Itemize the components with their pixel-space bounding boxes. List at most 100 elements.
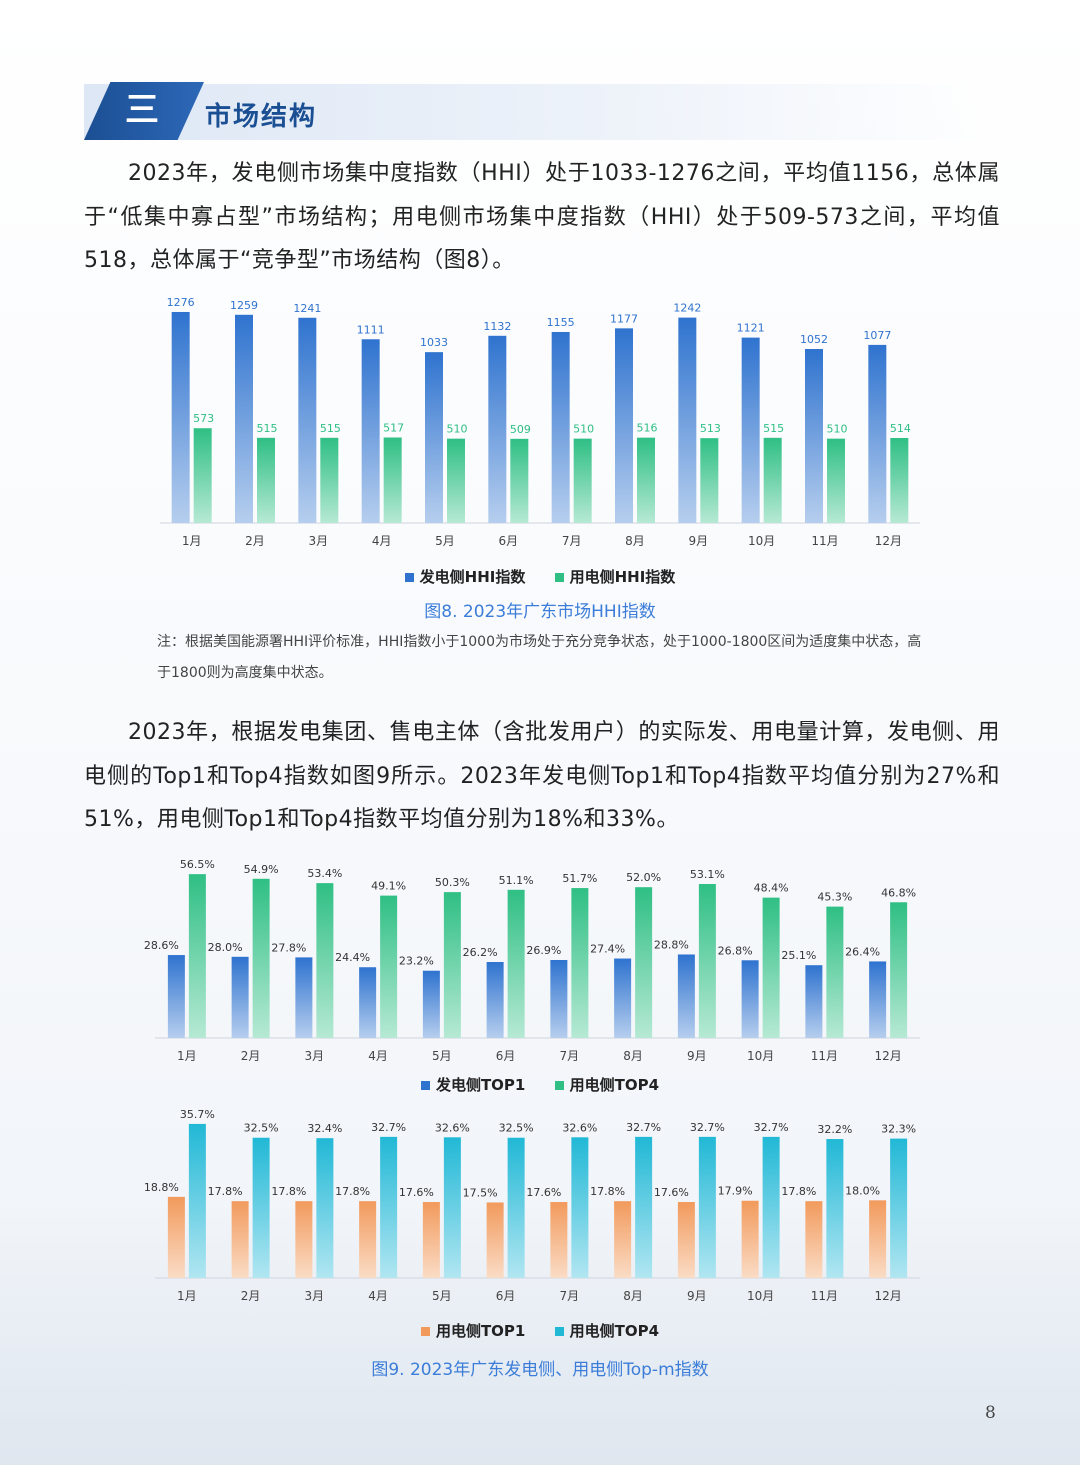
data-label: 54.9% [244, 863, 279, 876]
bar-1-2 [231, 1201, 249, 1278]
bar-1-3 [298, 317, 317, 523]
bar-1-5 [425, 352, 443, 523]
figure9-caption: 图9. 2023年广东发电侧、用电侧Top-m指数 [371, 1360, 709, 1380]
legend-item-top4: 用电侧TOP4 [554, 1074, 660, 1095]
data-label: 48.4% [754, 882, 789, 895]
data-label: 26.9% [526, 944, 561, 957]
data-label: 17.8% [335, 1185, 370, 1198]
bar-2-6 [507, 889, 525, 1038]
bar-1-4 [361, 339, 380, 523]
bar-2-6 [510, 438, 529, 523]
bar-1-10 [741, 1200, 759, 1278]
legend-swatch-blue [404, 573, 414, 582]
bar-2-7 [571, 888, 589, 1038]
bar-1-8 [615, 328, 633, 523]
x-tick-label: 12月 [874, 1289, 901, 1303]
data-label: 17.8% [271, 1185, 306, 1198]
data-label: 32.6% [562, 1121, 597, 1134]
x-tick-label: 3月 [305, 1049, 325, 1063]
legend-item-gen-top1: 发电侧TOP1 [420, 1074, 526, 1095]
data-label: 28.6% [144, 939, 179, 952]
data-label: 25.1% [781, 949, 816, 962]
legend-label: 用电侧HHI指数 [569, 568, 676, 586]
bar-1-11 [805, 1201, 823, 1278]
data-label: 515 [763, 422, 784, 435]
data-label: 24.4% [335, 951, 370, 964]
data-label: 28.8% [654, 938, 689, 951]
x-tick-label: 12月 [874, 1049, 901, 1063]
data-label: 510 [827, 423, 848, 436]
x-tick-label: 1月 [177, 1049, 197, 1063]
bar-1-9 [677, 954, 695, 1038]
x-tick-label: 4月 [372, 534, 392, 548]
top-legend: 发电侧TOP1 用电侧TOP4 [0, 1074, 1080, 1095]
bar-2-6 [507, 1137, 525, 1278]
x-tick-label: 9月 [687, 1049, 707, 1063]
x-tick-label: 10月 [748, 534, 775, 548]
x-tick-label: 6月 [499, 534, 519, 548]
bar-2-8 [637, 437, 655, 523]
data-label: 509 [510, 423, 531, 436]
bar-1-5 [422, 1202, 440, 1278]
data-label: 17.8% [590, 1185, 625, 1198]
bar-1-7 [550, 959, 568, 1038]
data-label: 1242 [673, 302, 701, 315]
data-label: 49.1% [371, 880, 406, 893]
bar-2-1 [188, 874, 206, 1038]
bar-2-3 [316, 883, 334, 1038]
x-tick-label: 6月 [496, 1289, 516, 1303]
bar-1-7 [551, 331, 570, 523]
bar-1-8 [614, 1201, 632, 1278]
section-title: 市场结构 [205, 102, 318, 132]
data-label: 17.8% [781, 1185, 816, 1198]
bar-1-4 [359, 967, 377, 1038]
data-label: 32.7% [371, 1121, 406, 1134]
bar-1-1 [167, 955, 185, 1038]
bar-1-10 [741, 960, 759, 1038]
bar-2-11 [826, 1139, 844, 1278]
bar-2-8 [635, 1136, 653, 1278]
bottom-legend: 用电侧TOP1 用电侧TOP4 [0, 1320, 1080, 1341]
x-tick-label: 10月 [747, 1289, 774, 1303]
data-label: 1155 [547, 316, 575, 329]
bar-1-3 [295, 957, 313, 1038]
legend-label: 用电侧TOP4 [569, 1076, 660, 1094]
x-tick-label: 11月 [811, 1289, 838, 1303]
x-tick-label: 5月 [432, 1049, 452, 1063]
data-label: 515 [257, 422, 278, 435]
data-label: 1241 [293, 302, 321, 315]
bar-2-1 [188, 1123, 206, 1278]
data-label: 45.3% [817, 891, 852, 904]
data-label: 17.8% [208, 1185, 243, 1198]
data-label: 32.3% [881, 1123, 916, 1136]
x-tick-label: 3月 [309, 534, 329, 548]
bar-2-5 [443, 892, 461, 1038]
bar-2-12 [890, 902, 908, 1038]
data-label: 1111 [357, 323, 385, 336]
bar-1-12 [869, 1200, 887, 1278]
legend-label: 发电侧HHI指数 [419, 568, 526, 586]
x-tick-label: 8月 [623, 1049, 643, 1063]
bar-1-12 [868, 344, 887, 523]
bar-1-8 [614, 958, 632, 1038]
legend-swatch-blue [420, 1081, 430, 1090]
data-label: 32.2% [817, 1123, 852, 1136]
bar-2-11 [826, 906, 844, 1038]
data-label: 51.1% [499, 874, 534, 887]
data-label: 1276 [167, 296, 195, 309]
data-label: 1132 [483, 320, 511, 333]
bar-2-4 [383, 437, 402, 523]
x-tick-label: 2月 [241, 1289, 261, 1303]
data-label: 46.8% [881, 886, 916, 899]
bar-2-9 [698, 1136, 716, 1278]
consumption-topm-bar-chart: 18.8% 35.7% 1月 17.8% 32.5% 2月 17.8% 32.4% 3月 17.8… [144, 1108, 920, 1303]
x-tick-label: 2月 [241, 1049, 261, 1063]
x-tick-label: 11月 [811, 1049, 838, 1063]
bar-2-9 [698, 884, 716, 1038]
data-label: 573 [193, 412, 214, 425]
bar-1-1 [171, 311, 190, 523]
data-label: 517 [383, 421, 404, 434]
legend-swatch-green [554, 1081, 564, 1090]
x-tick-label: 8月 [623, 1289, 643, 1303]
legend-label: 发电侧TOP1 [435, 1076, 526, 1094]
